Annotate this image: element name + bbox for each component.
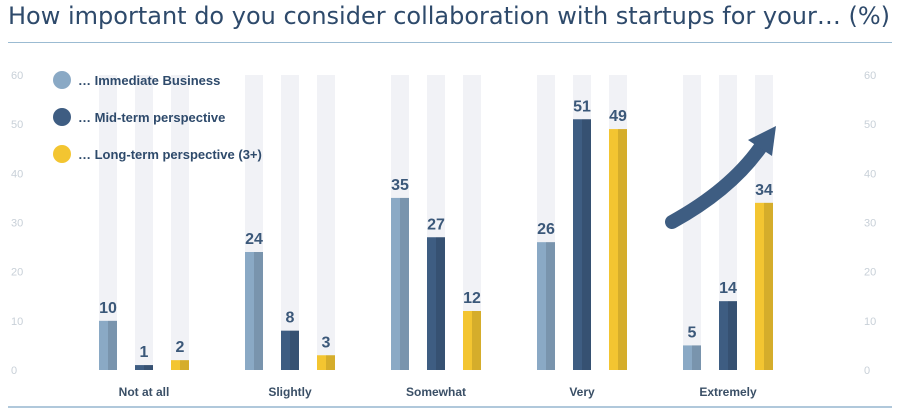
y-axis-left: 0 10 20 30 40 50 60 (11, 70, 23, 377)
bar (135, 365, 153, 370)
y-tick-right: 10 (864, 316, 876, 328)
x-tick-label: Slightly (268, 385, 312, 399)
chart-title: How important do you consider collaborat… (8, 2, 891, 30)
y-tick-right: 40 (864, 168, 876, 180)
data-bars (99, 119, 773, 370)
bar-shade (436, 237, 445, 370)
data-label: 49 (609, 108, 627, 125)
bar (317, 355, 335, 370)
background-bar (683, 75, 701, 370)
data-label: 14 (719, 280, 737, 297)
data-label: 5 (688, 324, 697, 341)
bar-shade (180, 360, 189, 370)
background-bar (135, 75, 153, 370)
bar (427, 237, 445, 370)
background-bar (317, 75, 335, 370)
data-label: 3 (322, 334, 331, 351)
y-tick-right: 20 (864, 267, 876, 279)
arrow-head (748, 126, 776, 156)
y-tick-left: 20 (11, 267, 23, 279)
data-label: 8 (286, 310, 295, 327)
bar (245, 252, 263, 370)
y-tick-left: 40 (11, 168, 23, 180)
x-tick-label: Somewhat (406, 385, 466, 399)
bottom-divider (8, 406, 892, 408)
bar-shade (290, 330, 299, 370)
legend-label: … Long-term perspective (3+) (78, 147, 262, 162)
bar-shade (546, 242, 555, 370)
y-tick-left: 30 (11, 218, 23, 230)
bar (281, 330, 299, 370)
y-tick-left: 60 (11, 70, 23, 82)
legend-label: … Mid-term perspective (78, 110, 225, 125)
y-tick-right: 60 (864, 70, 876, 82)
bar-shade (728, 301, 737, 370)
trend-arrow-icon (665, 126, 776, 229)
data-label: 26 (537, 221, 555, 238)
bar-shade (472, 311, 481, 370)
bar-shade (764, 202, 773, 370)
bar (683, 345, 701, 370)
bar (171, 360, 189, 370)
title-divider (8, 42, 892, 43)
data-label: 24 (245, 231, 263, 248)
legend-swatch (53, 71, 71, 89)
y-tick-right: 50 (864, 119, 876, 131)
x-axis-labels: Not at all Slightly Somewhat Very Extremely (119, 385, 757, 399)
arrow-shaft (665, 141, 767, 229)
background-bar (281, 75, 299, 370)
background-bar (463, 75, 481, 370)
bar-shade (144, 365, 153, 370)
data-label: 51 (573, 98, 591, 115)
bar (463, 311, 481, 370)
data-label: 10 (99, 300, 117, 317)
data-label: 35 (391, 177, 409, 194)
y-tick-left: 0 (11, 365, 17, 377)
legend: … Immediate Business … Mid-term perspecti… (53, 71, 262, 163)
bar-shade (692, 345, 701, 370)
x-tick-label: Very (569, 385, 595, 399)
bar-shade (254, 252, 263, 370)
background-bar (171, 75, 189, 370)
bar (719, 301, 737, 370)
background-bar (99, 75, 117, 370)
bar-shade (108, 320, 117, 370)
bar (609, 129, 627, 370)
bar (391, 197, 409, 370)
bar-shade (326, 355, 335, 370)
data-label: 34 (755, 182, 773, 199)
data-label: 2 (176, 339, 185, 356)
legend-label: … Immediate Business (78, 73, 220, 88)
bar-shade (618, 129, 627, 370)
bar-shade (400, 197, 409, 370)
y-axis-right: 0 10 20 30 40 50 60 (864, 70, 876, 377)
data-label: 27 (427, 216, 445, 233)
y-tick-right: 30 (864, 218, 876, 230)
x-tick-label: Not at all (119, 385, 170, 399)
y-tick-right: 0 (864, 365, 870, 377)
y-tick-left: 50 (11, 119, 23, 131)
bar (755, 202, 773, 370)
data-label: 12 (463, 290, 481, 307)
legend-swatch (53, 108, 71, 126)
bar (573, 119, 591, 370)
y-tick-left: 10 (11, 316, 23, 328)
data-label: 1 (140, 344, 149, 361)
background-bar (719, 75, 737, 370)
bar-shade (582, 119, 591, 370)
x-tick-label: Extremely (699, 385, 757, 399)
legend-swatch (53, 145, 71, 163)
bar (99, 320, 117, 370)
bar (537, 242, 555, 370)
